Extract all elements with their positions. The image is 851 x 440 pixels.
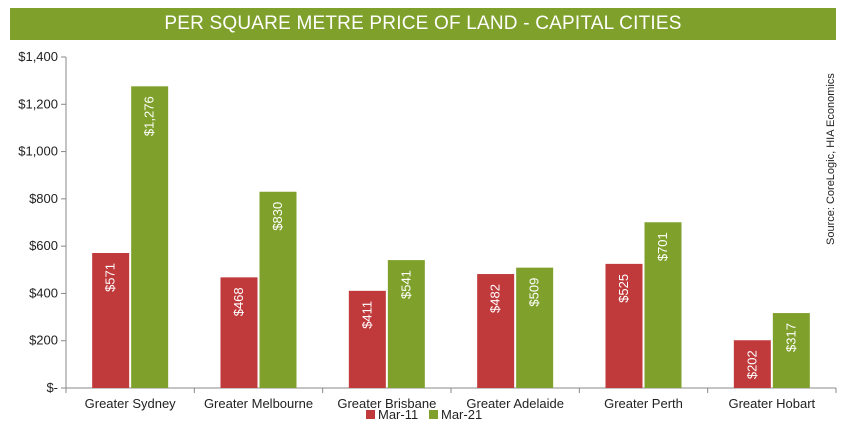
y-tick-label: $800 — [29, 191, 58, 206]
legend-swatch — [429, 410, 438, 419]
bar-mar-21 — [772, 313, 810, 388]
data-label: $509 — [527, 278, 542, 307]
data-label: $482 — [488, 284, 503, 313]
bar-mar-11 — [348, 290, 386, 388]
bar-mar-21 — [516, 267, 554, 388]
labels: $571 $1,276 Greater Sydney $468 $830 Greater … — [85, 96, 816, 411]
bar-mar-11 — [477, 274, 515, 388]
x-tick-label: Greater Perth — [604, 396, 683, 411]
y-tick-label: $200 — [29, 333, 58, 348]
y-tick-label: $400 — [29, 285, 58, 300]
data-label: $1,276 — [142, 96, 157, 136]
chart-title: PER SQUARE METRE PRICE OF LAND - CAPITAL… — [10, 8, 836, 40]
x-tick-label: Greater Brisbane — [337, 396, 436, 411]
bar-mar-21 — [644, 222, 682, 388]
y-tick-label: $600 — [29, 238, 58, 253]
data-label: $202 — [744, 350, 759, 379]
y-tick-label: $- — [46, 380, 58, 395]
y-tick-label: $1,400 — [18, 49, 58, 64]
x-tick-label: Greater Sydney — [85, 396, 177, 411]
data-label: $468 — [231, 287, 246, 316]
bar-mar-11 — [733, 340, 771, 388]
source-note: Source: CoreLogic, HIA Economics — [825, 73, 837, 245]
bar-mar-21 — [131, 86, 169, 389]
x-tick-label: Greater Hobart — [728, 396, 815, 411]
legend-label: Mar-21 — [441, 407, 482, 422]
x-tick-label: Greater Melbourne — [204, 396, 313, 411]
x-tick-label: Greater Adelaide — [466, 396, 564, 411]
legend: Mar-11 Mar-21 — [366, 407, 482, 422]
legend-label: Mar-11 — [378, 407, 418, 422]
data-label: $701 — [655, 232, 670, 261]
data-label: $571 — [103, 263, 118, 292]
bar-mar-11 — [605, 263, 643, 388]
y-tick-label: $1,200 — [18, 96, 58, 111]
data-label: $317 — [783, 323, 798, 352]
data-label: $541 — [398, 270, 413, 299]
bar-mar-11 — [220, 277, 258, 388]
bar-mar-21 — [259, 191, 297, 388]
data-label: $830 — [270, 202, 285, 231]
y-tick-label: $1,000 — [18, 144, 58, 159]
bars — [92, 86, 810, 389]
data-label: $411 — [359, 301, 374, 329]
bar-mar-21 — [387, 260, 425, 388]
bar-mar-11 — [92, 252, 130, 388]
data-label: $525 — [616, 274, 631, 303]
legend-swatch — [366, 410, 375, 419]
axes: $- $200 $400 $600 $800 $1,000 $1,200 $1,400 — [18, 49, 837, 395]
